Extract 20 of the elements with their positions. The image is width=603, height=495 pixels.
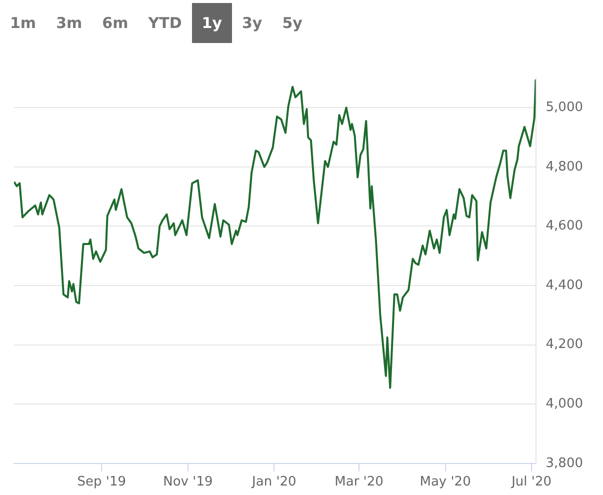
x-tick-label: Jul '20	[510, 474, 552, 490]
y-tick-label: 4,400	[546, 278, 583, 293]
x-tick-label: Jan '20	[251, 474, 296, 490]
x-tick-label: Sep '19	[77, 474, 126, 490]
y-tick-label: 4,000	[546, 396, 583, 412]
x-tick-label: May '20	[420, 474, 471, 490]
text: 1m	[9, 13, 38, 34]
y-tick-label: 3,800	[546, 456, 583, 471]
text: YTD	[147, 13, 183, 34]
y-tick-label: 5,000	[546, 100, 583, 116]
x-tick-label: Nov '19	[163, 474, 213, 490]
text: 1y	[192, 3, 232, 43]
y-tick-label: 4,200	[546, 337, 583, 352]
y-tick-label: 4,800	[546, 159, 583, 174]
y-tick-label: 4,600	[546, 218, 583, 234]
text: 3y	[241, 13, 264, 34]
text: 6m	[101, 13, 130, 34]
x-tick-label: Mar '20	[334, 474, 384, 490]
text: 3m	[55, 13, 84, 34]
text: 5y	[281, 13, 304, 34]
